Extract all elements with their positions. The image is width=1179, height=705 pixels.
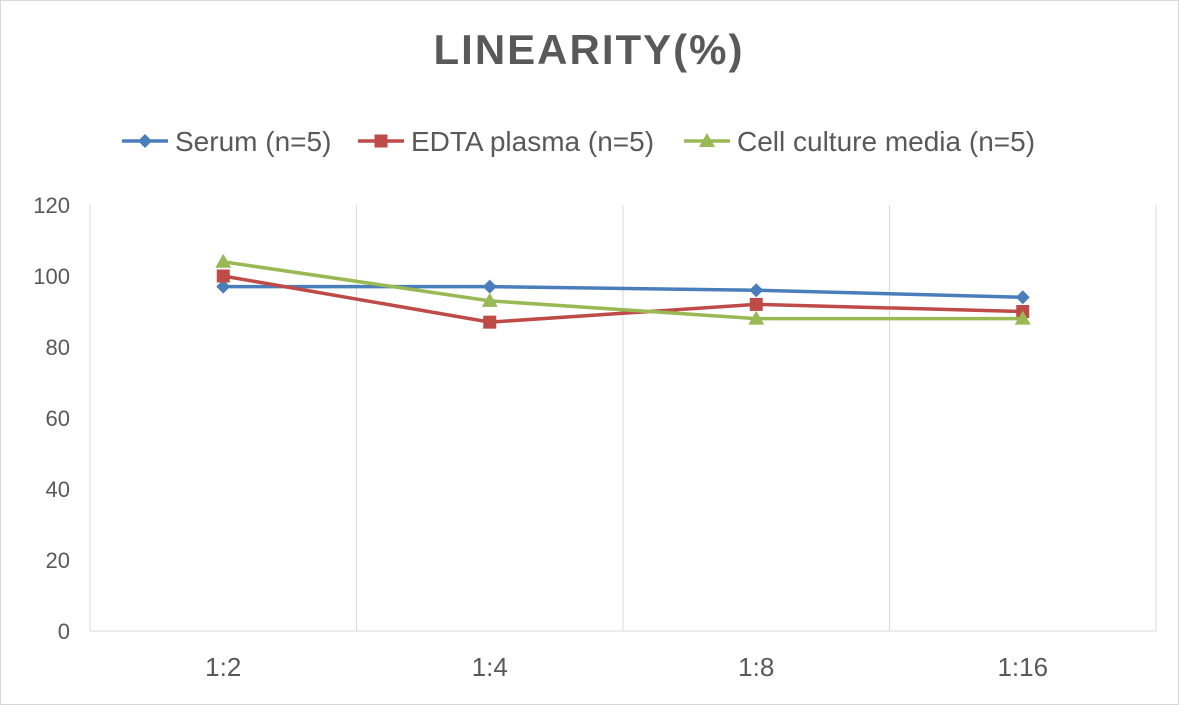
- diamond-marker: [1015, 290, 1030, 305]
- triangle-marker: [1014, 310, 1031, 325]
- x-tick-label: 1:8: [738, 652, 774, 682]
- diamond-marker: [216, 279, 231, 294]
- diamond-marker: [138, 134, 152, 148]
- grid: [89, 205, 1157, 632]
- square-marker: [216, 269, 230, 283]
- y-tick-label: 80: [46, 335, 70, 360]
- square-marker: [749, 297, 763, 311]
- y-tick-label: 0: [58, 619, 70, 644]
- triangle-marker: [748, 310, 765, 325]
- y-tick-label: 100: [33, 264, 70, 289]
- triangle-marker: [481, 292, 498, 307]
- series-line: [222, 260, 1023, 321]
- legend-label: Cell culture media (n=5): [737, 126, 1035, 157]
- y-tick-label: 120: [33, 193, 70, 218]
- triangle-marker: [215, 253, 232, 268]
- legend-item: Serum (n=5): [122, 126, 331, 157]
- series-serum: [216, 279, 1030, 305]
- series-line: [223, 284, 1023, 300]
- square-marker: [374, 134, 388, 148]
- x-tick-label: 1:2: [205, 652, 241, 682]
- series-line: [222, 274, 1023, 324]
- x-tick-label: 1:4: [472, 652, 508, 682]
- diamond-marker: [482, 279, 497, 294]
- series-cell: [215, 253, 1031, 325]
- triangle-marker: [699, 133, 715, 147]
- legend-item: EDTA plasma (n=5): [358, 126, 654, 157]
- y-tick-label: 40: [46, 477, 70, 502]
- square-marker: [483, 315, 497, 329]
- series-group: [215, 253, 1031, 329]
- x-tick-label: 1:16: [997, 652, 1048, 682]
- series-edta: [216, 269, 1030, 329]
- y-axis: 0 20 40 60 80 100 120: [33, 193, 70, 644]
- x-axis: 1:2 1:4 1:8 1:16: [205, 652, 1048, 682]
- diamond-marker: [749, 283, 764, 298]
- y-tick-label: 60: [46, 406, 70, 431]
- legend-item: Cell culture media (n=5): [684, 126, 1035, 157]
- legend-label: Serum (n=5): [175, 126, 331, 157]
- legend-label: EDTA plasma (n=5): [411, 126, 654, 157]
- chart-title: LINEARITY(%): [434, 26, 745, 73]
- y-tick-label: 20: [46, 548, 70, 573]
- legend: Serum (n=5) EDTA plasma (n=5) Cell culture…: [122, 126, 1035, 157]
